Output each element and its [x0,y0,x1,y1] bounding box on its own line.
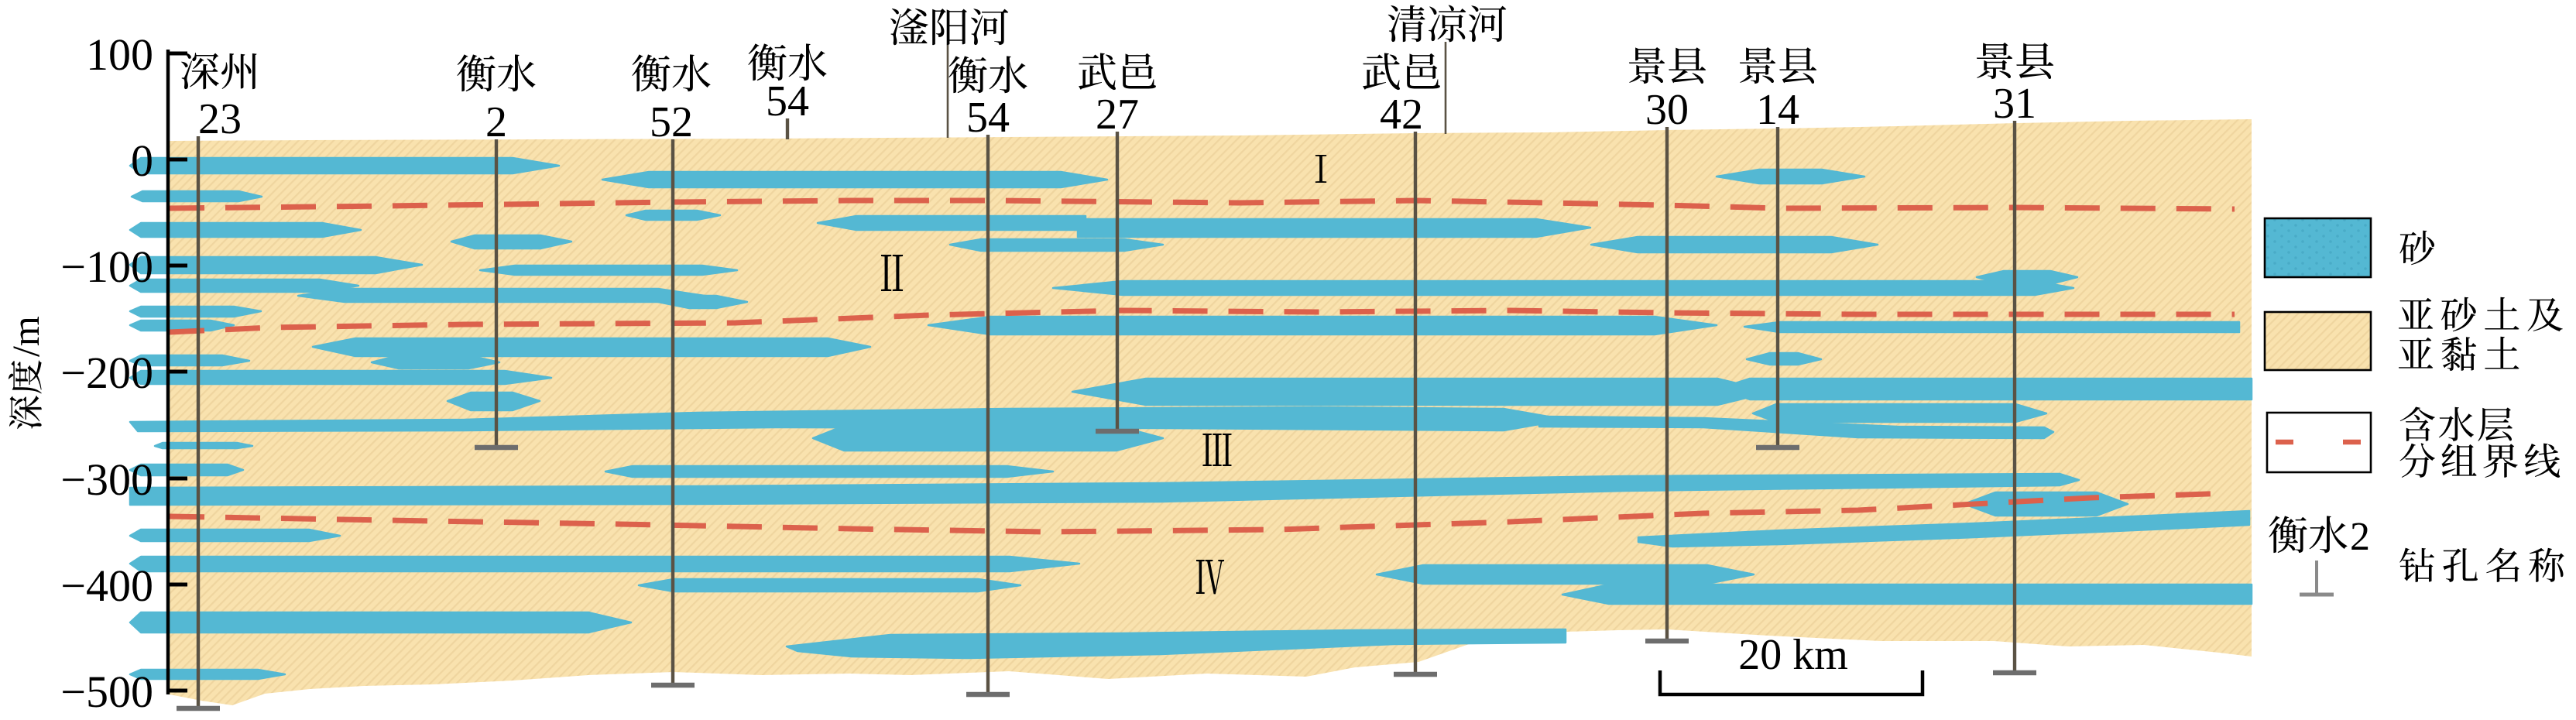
svg-text:27: 27 [1096,91,1139,139]
svg-text:54: 54 [766,77,809,125]
svg-text:/m: /m [4,316,47,357]
svg-text:2: 2 [485,98,507,146]
svg-text:30: 30 [1645,86,1689,134]
svg-text:−300: −300 [60,454,153,505]
svg-text:2: 2 [2350,515,2370,559]
svg-text:54: 54 [966,94,1010,142]
svg-text:100: 100 [86,29,153,80]
svg-text:0: 0 [131,135,153,186]
svg-text:23: 23 [198,95,242,143]
svg-text:52: 52 [650,98,693,146]
svg-text:14: 14 [1756,86,1799,134]
svg-text:−200: −200 [60,348,153,398]
svg-text:−100: −100 [60,242,153,292]
svg-text:−400: −400 [60,561,153,611]
svg-text:−500: −500 [60,667,153,716]
svg-text:20 km: 20 km [1738,631,1848,679]
svg-text:31: 31 [1993,80,2036,128]
svg-text:42: 42 [1380,91,1423,139]
